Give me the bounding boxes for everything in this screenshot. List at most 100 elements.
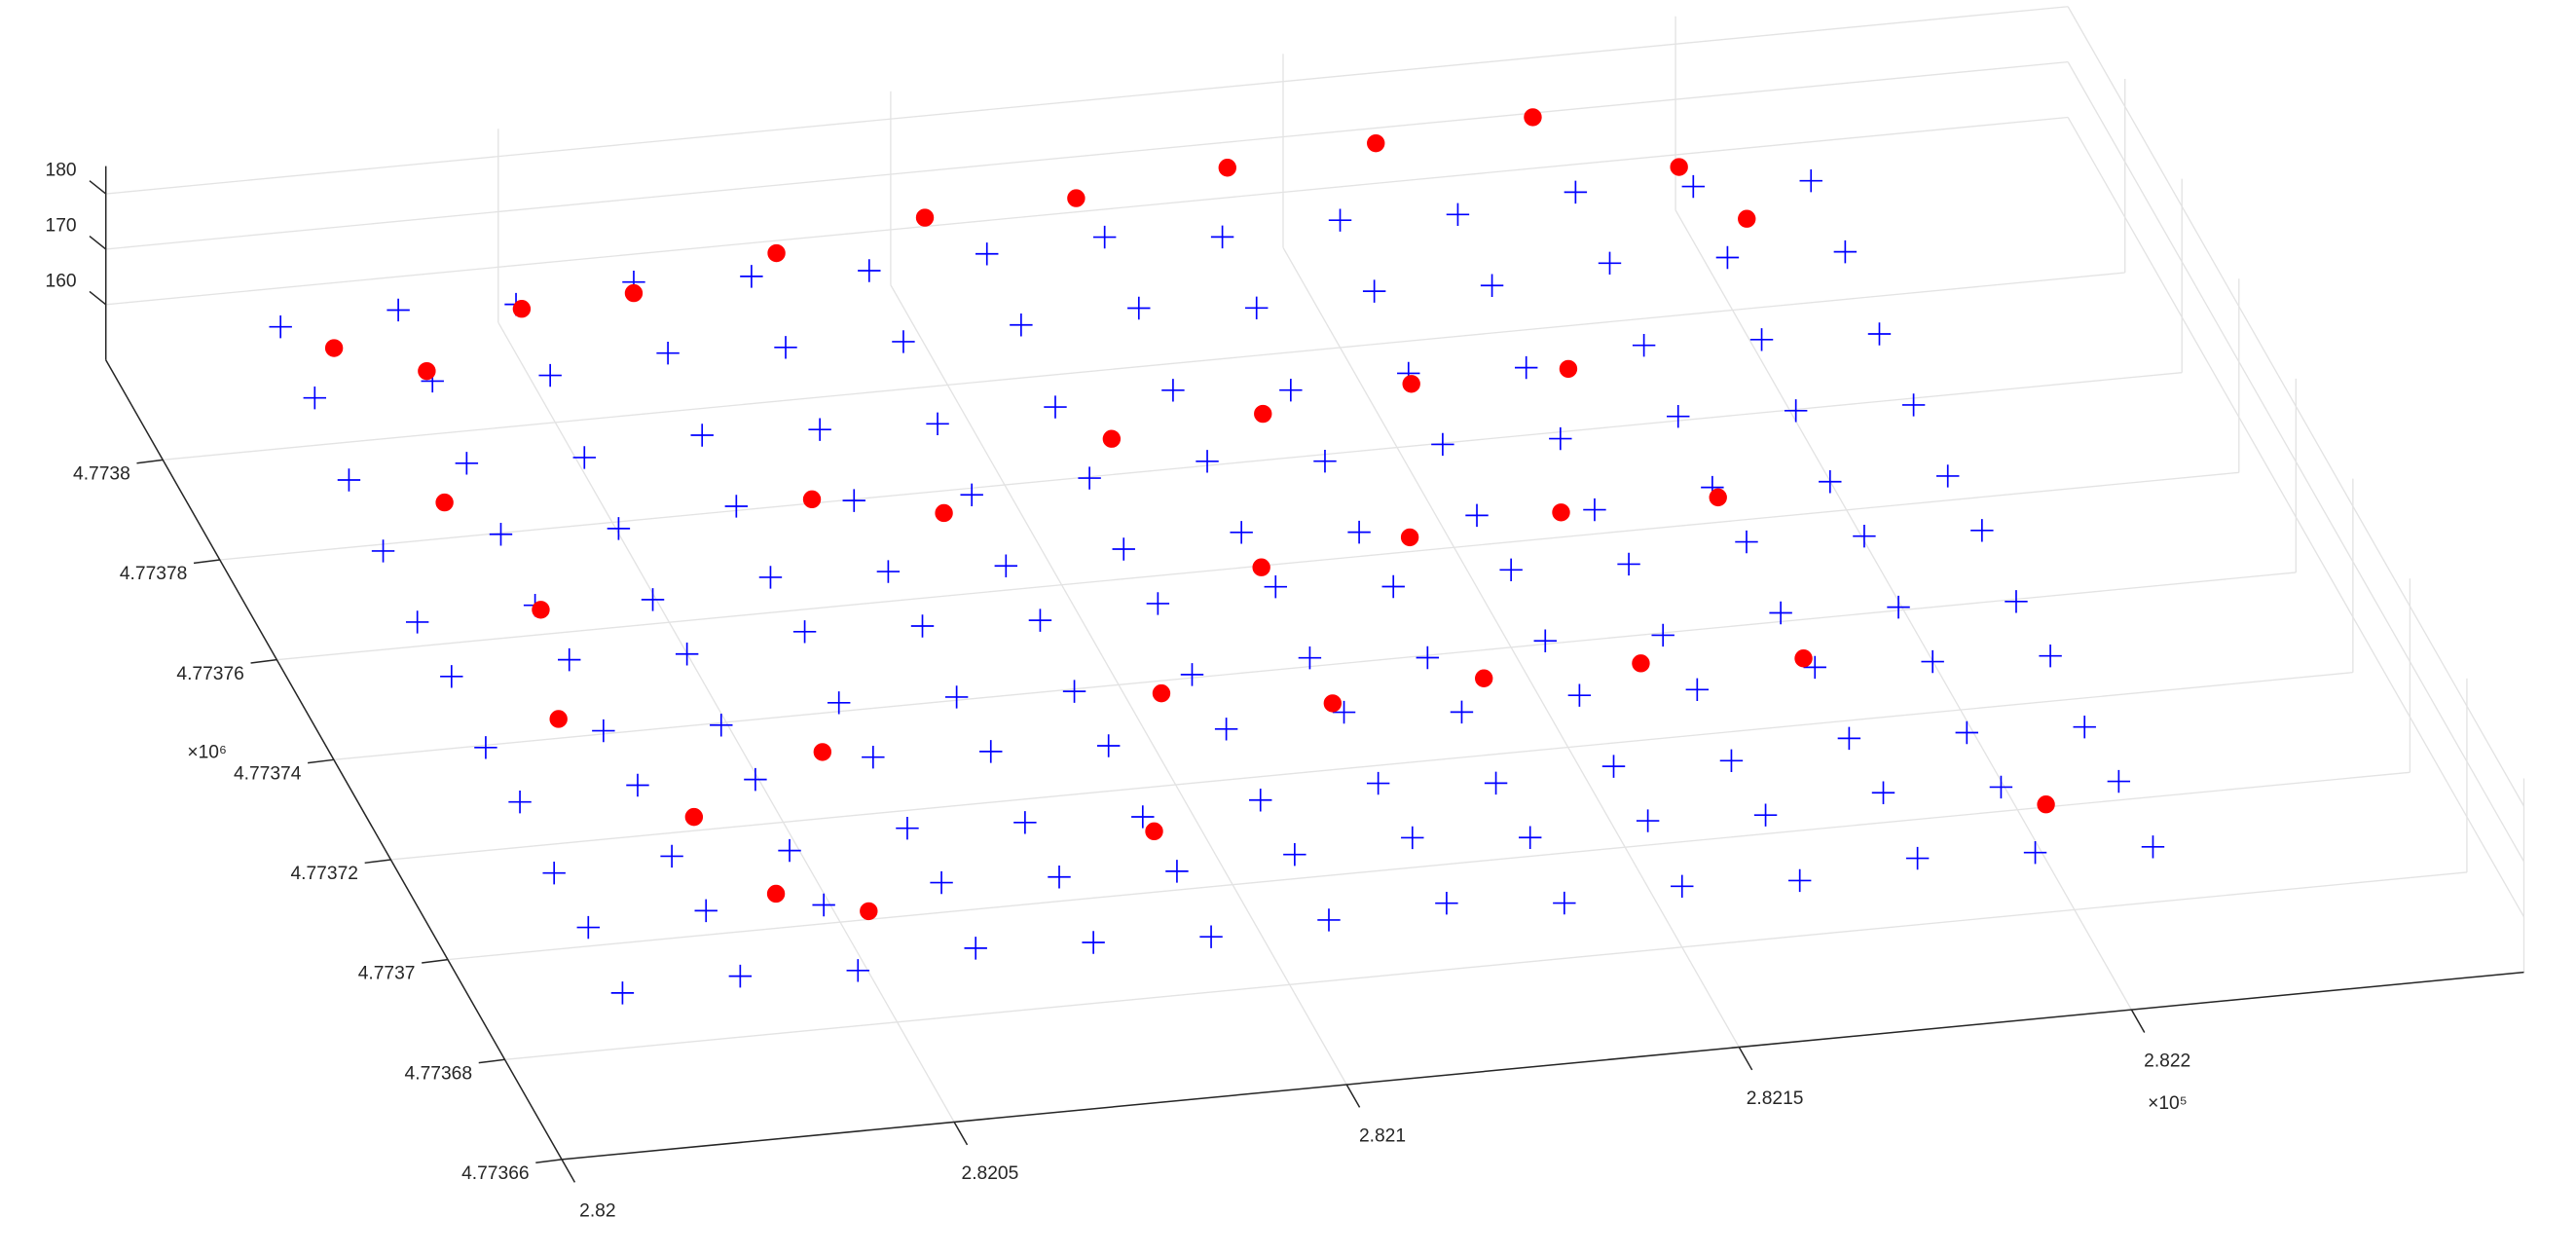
point-dot [1709,488,1727,507]
point-dot [802,490,822,509]
point-plus [1803,655,1826,680]
point-plus [1901,393,1926,417]
point-plus [1715,245,1740,270]
point-dot [624,283,644,303]
point-plus [1435,892,1458,915]
x-tick-label: 2.822 [2144,1051,2190,1072]
grid-line [219,371,2183,561]
point-plus [1249,789,1272,812]
point-plus [1401,826,1424,850]
point-plus [944,685,969,709]
point-dot [1632,654,1650,673]
point-plus [1753,803,1778,827]
point-plus [1146,592,1170,615]
point-plus [1465,503,1489,528]
point-plus [1165,860,1189,883]
point-dot [1254,404,1272,424]
point-plus [1480,274,1504,297]
point-plus [1161,379,1185,402]
point-plus [1096,734,1121,757]
data-layer [269,108,2165,1005]
point-plus [1044,395,1067,419]
y-tick [136,459,164,464]
point-dot [1475,669,1493,687]
point-plus [728,964,753,988]
point-plus [1010,314,1033,337]
point-plus [1681,174,1706,199]
point-plus [1769,601,1792,625]
point-plus [1887,595,1910,619]
y-tick [478,1058,505,1064]
point-plus [896,816,919,840]
point-plus [656,341,680,365]
point-dot [813,743,832,761]
point-plus [1719,749,1744,772]
point-plus [1936,464,1960,488]
point-plus [1347,520,1371,544]
x-tick [1738,1047,1753,1071]
point-plus [960,483,983,506]
y-tick-label: 4.77368 [405,1063,472,1084]
point-plus [1533,629,1557,652]
x-tick-label: 2.8215 [1747,1088,1804,1109]
point-plus [1431,432,1454,457]
point-dot [1152,683,1171,703]
y-tick-label: 4.77378 [120,564,187,584]
point-dot [1559,359,1578,379]
point-plus [1279,378,1303,402]
point-plus [1787,868,1812,893]
point-plus [1366,771,1390,795]
y-tick-label: 4.77376 [176,664,243,684]
point-dot [1402,375,1420,393]
point-plus [1514,355,1538,380]
point-plus [910,614,935,638]
point-plus [1617,552,1640,576]
point-plus [1564,180,1588,204]
x-tick [953,1122,969,1146]
grid-line [2067,61,2525,863]
point-plus [508,791,532,814]
point-plus [1598,251,1622,276]
grid-line [105,116,2069,306]
point-plus [930,870,953,895]
z-tick [89,180,107,195]
point-plus [440,665,463,688]
point-plus [2039,644,2062,668]
point-plus [694,899,718,923]
point-plus [1078,466,1101,490]
point-plus [2073,715,2096,739]
point-plus [1651,623,1674,647]
point-plus [926,412,949,436]
point-plus [675,643,699,666]
y-tick-label: 4.77366 [461,1163,529,1184]
point-plus [572,446,596,469]
point-plus [610,981,635,1005]
point-dot [1218,159,1236,177]
point-plus [1048,866,1071,889]
grid-line [105,60,2069,250]
point-dot [1670,158,1688,176]
point-plus [1484,771,1508,795]
point-plus [846,959,869,982]
point-plus [964,937,987,960]
point-plus [1921,649,1944,674]
point-plus [1028,609,1052,632]
point-plus [710,714,733,737]
point-plus [1245,296,1269,320]
point-plus [1298,645,1322,670]
point-plus [2005,590,2028,613]
point-plus [1749,328,1774,351]
point-plus [1199,925,1223,948]
point-plus [1601,755,1626,778]
point-plus [1362,279,1386,303]
point-plus [1970,519,1994,542]
y-exponent: ×10⁶ [187,743,227,763]
point-dot [915,208,935,227]
point-plus [724,495,749,518]
point-plus [2141,835,2165,859]
point-plus [892,330,915,353]
point-plus [1499,558,1523,582]
grid-line [2067,6,2525,807]
point-plus [489,523,513,546]
